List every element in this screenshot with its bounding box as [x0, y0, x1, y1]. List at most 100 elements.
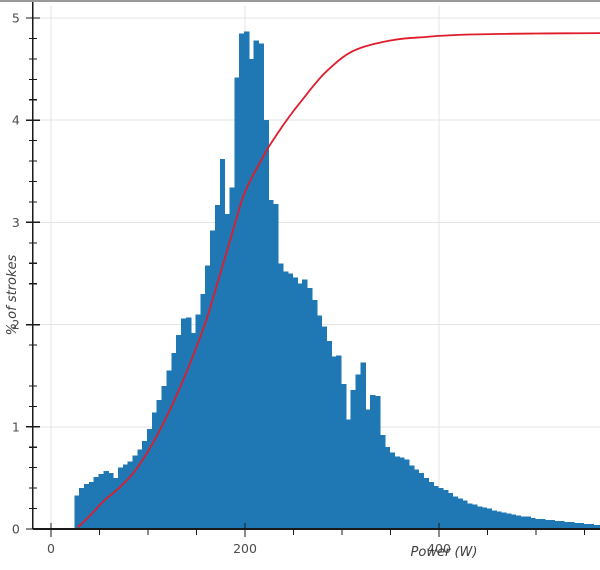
axis-tick-labels: 0 1 2 3 4 5 0 200 400 — [12, 11, 451, 557]
histogram-bar — [171, 353, 177, 529]
histogram-bar — [438, 488, 444, 529]
histogram-bar — [370, 395, 376, 529]
histogram-bar — [83, 484, 90, 529]
histogram-bar — [384, 447, 391, 529]
histogram-bars — [74, 31, 600, 530]
histogram-bar — [423, 477, 429, 529]
histogram-bar — [486, 508, 492, 529]
histogram-bar — [79, 488, 85, 529]
histogram-bar — [467, 503, 473, 529]
histogram-bar — [205, 265, 211, 529]
histogram-bar — [447, 493, 454, 529]
histogram-bar — [520, 516, 526, 529]
histogram-bar — [593, 524, 599, 529]
histogram-bar — [365, 409, 371, 529]
x-axis-title: Power (W) — [411, 545, 478, 560]
histogram-bar — [214, 205, 221, 529]
histogram-bar — [74, 495, 80, 529]
histogram-bar — [180, 318, 187, 529]
histogram-bar — [525, 516, 531, 529]
histogram-bar — [268, 199, 274, 530]
histogram-bar — [418, 472, 425, 529]
histogram-bar — [554, 520, 560, 529]
histogram-bar — [355, 374, 362, 529]
histogram-bar — [302, 279, 308, 529]
y-axis-tick-label: 2 — [12, 317, 20, 332]
histogram-bar — [476, 506, 483, 529]
axes — [25, 2, 600, 537]
y-axis-tick-label: 4 — [12, 113, 20, 128]
histogram-bar — [151, 412, 158, 529]
histogram-bar — [544, 519, 551, 529]
y-axis-tick-label: 0 — [12, 522, 20, 537]
histogram-bar — [549, 519, 556, 529]
histogram-bar — [248, 58, 255, 529]
histogram-bar — [394, 456, 400, 529]
histogram-bar — [88, 481, 95, 529]
y-axis-tick-label: 1 — [12, 419, 20, 434]
histogram-bar — [559, 520, 565, 529]
histogram-bar — [113, 477, 119, 529]
histogram-bar — [510, 514, 517, 529]
histogram-bar — [588, 523, 594, 529]
histogram-bar — [195, 314, 201, 529]
histogram-bar — [341, 383, 347, 529]
histogram-bar — [127, 461, 134, 529]
histogram-bar — [598, 524, 600, 529]
histogram-bar — [253, 40, 260, 529]
histogram-bar — [117, 467, 124, 529]
histogram-bar — [161, 385, 168, 529]
histogram-bar — [336, 355, 342, 529]
histogram-bar — [583, 523, 589, 529]
histogram-bar — [399, 457, 405, 529]
histogram-bar — [433, 486, 439, 529]
histogram-bar — [481, 507, 488, 529]
histogram-bar — [282, 271, 289, 529]
histogram-bar — [297, 283, 303, 529]
histogram-bar — [200, 293, 206, 529]
histogram-bar — [457, 498, 463, 529]
histogram-bar — [244, 31, 250, 529]
histogram-bar — [292, 277, 298, 529]
histogram-bar — [229, 187, 235, 529]
histogram-bar — [491, 510, 497, 529]
histogram-bar — [190, 332, 197, 529]
histogram-bar — [515, 515, 522, 529]
histogram-bar — [210, 230, 216, 529]
histogram-bar — [501, 512, 507, 529]
histogram-bar — [379, 434, 386, 529]
histogram-bar — [93, 476, 100, 529]
histogram-bar — [219, 159, 226, 530]
histogram-bar — [496, 511, 502, 529]
histogram-bar — [137, 449, 143, 529]
histogram-bar — [535, 518, 541, 529]
histogram-bar — [224, 214, 231, 529]
y-axis-tick-label: 3 — [12, 215, 20, 230]
histogram-bar — [321, 326, 328, 529]
histogram-bar — [408, 465, 415, 529]
histogram-bar — [316, 315, 323, 529]
histogram-bar — [462, 500, 468, 529]
histogram-bar — [239, 33, 245, 529]
histogram-bar — [108, 472, 114, 529]
histogram-bar — [326, 340, 332, 529]
histogram-bar — [98, 473, 104, 529]
histogram-bar — [287, 273, 294, 529]
x-axis-tick-label: 0 — [47, 541, 55, 556]
histogram-bar — [142, 441, 148, 529]
histogram-bar — [311, 300, 318, 529]
histogram-bar — [505, 513, 512, 529]
histogram-bar — [132, 455, 138, 529]
histogram-bar — [564, 521, 570, 529]
histogram-bar — [147, 428, 153, 529]
x-axis-tick-label: 200 — [233, 541, 257, 556]
histogram-bar — [258, 43, 265, 530]
histogram-bar — [277, 263, 284, 529]
histogram-bar — [539, 518, 546, 529]
x-axis-tick-label: 400 — [427, 541, 451, 556]
histogram-bar — [568, 521, 575, 529]
histogram-bar — [263, 120, 269, 529]
cumulative-line — [77, 32, 600, 528]
